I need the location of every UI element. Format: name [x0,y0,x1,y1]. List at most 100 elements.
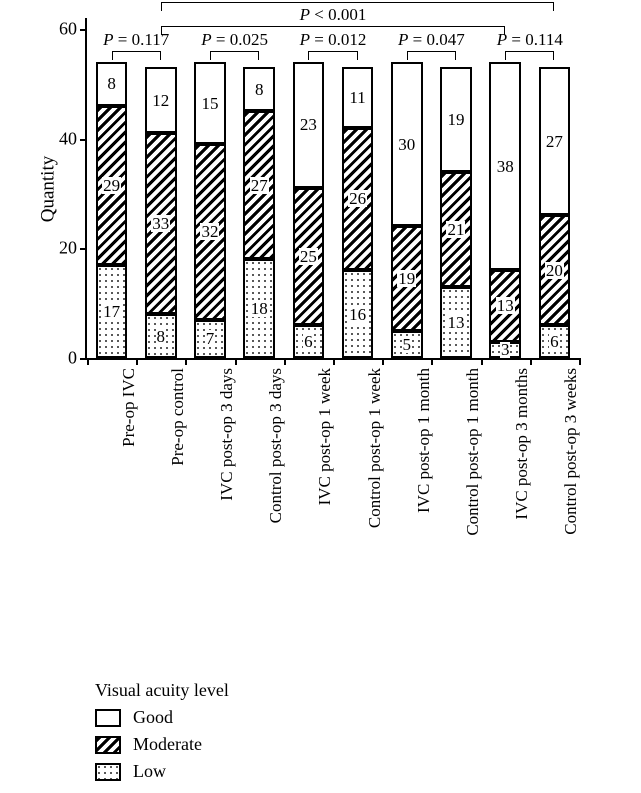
bar-segment-value: 25 [299,248,318,265]
x-category-label: Control post-op 3 weeks [561,358,581,535]
bar-segment-value: 23 [299,116,318,133]
bracket-drop [505,52,506,60]
ytick-label: 20 [59,238,87,259]
bracket-drop [161,3,162,11]
bracket-drop [504,27,505,35]
bar: 18 27 8 [243,67,274,358]
x-category-label: IVC post-op 3 months [512,358,532,520]
bar: 13 21 19 [440,67,471,358]
bar-segment-value: 17 [102,303,121,320]
bar-segment-value: 19 [446,111,465,128]
bar-segment-value: 26 [348,190,367,207]
bar-segment-low: 6 [539,325,570,358]
bar-segment-low: 8 [145,314,176,358]
x-category-label: Pre-op IVC [119,358,139,447]
bracket-drop [160,52,161,60]
bracket-drop [308,52,309,60]
bar-segment-moderate: 13 [489,270,520,341]
p-value-label: P = 0.114 [497,30,563,52]
bar-segment-value: 27 [545,133,564,150]
x-category-label: Control post-op 1 month [463,358,483,536]
bar-segment-value: 29 [102,177,121,194]
p-value-label: P = 0.047 [398,30,465,52]
bar-segment-value: 32 [200,223,219,240]
x-category-label: IVC post-op 3 days [217,358,237,501]
bracket-drop [161,27,162,35]
bar-segment-value: 16 [348,306,367,323]
p-value-label: P = 0.117 [103,30,169,52]
bar: 6 25 23 [293,62,324,358]
bar-segment-value: 8 [156,328,167,345]
bar-segment-value: 15 [200,95,219,112]
x-category-label: IVC post-op 1 week [315,358,335,505]
bar: 51930 [391,62,422,358]
bar-segment-value: 19 [397,270,416,287]
bar-segment-good: 38 [489,62,520,270]
bar-segment-low: 7 [194,320,225,358]
bar-segment-moderate: 33 [145,133,176,314]
bar: 16 26 11 [342,67,373,358]
legend-title: Visual acuity level [95,680,229,701]
bar-segment-value: 38 [496,158,515,175]
bar-segment-good: 11 [342,67,373,127]
bar-segment-good: 19 [440,67,471,171]
legend: Visual acuity level Good Moderate Low [95,680,229,788]
legend-item: Moderate [95,734,229,755]
p-value-bracket: P = 0.114 [505,51,554,52]
bar-segment-moderate: 20 [539,215,570,325]
bar-segment-good: 8 [96,62,127,106]
p-value-bracket: P < 0.001 [161,26,505,27]
bar-segment-moderate: 32 [194,144,225,319]
legend-swatch [95,736,121,754]
legend-label: Low [133,761,166,782]
bar-segment-low: 18 [243,259,274,358]
xtick-mark [87,358,89,365]
bracket-drop [210,52,211,60]
bar-segment-value: 7 [205,330,216,347]
bar-segment-value: 33 [151,215,170,232]
ytick-label: 0 [68,348,87,369]
bar-segment-value: 18 [250,300,269,317]
bar-segment-moderate: 29 [96,106,127,265]
bar-segment-value: 11 [348,89,366,106]
p-value-bracket: P = 0.010 [161,2,555,3]
bar-segment-low: 13 [440,287,471,358]
bar: 3 13 38 [489,62,520,358]
bar-segment-good: 15 [194,62,225,144]
y-axis-label: Quantity [37,156,59,223]
bar-segment-value: 8 [254,81,265,98]
bar-segment-low: 17 [96,265,127,358]
bar-segment-moderate: 27 [243,111,274,259]
bar-segment-value: 30 [397,136,416,153]
bar-segment-value: 13 [496,297,515,314]
bar: 8 33 12 [145,67,176,358]
p-value-bracket: P = 0.012 [308,51,357,52]
bar-segment-good: 27 [539,67,570,215]
bar-segment-good: 8 [243,67,274,111]
bar: 6 20 27 [539,67,570,358]
bar-segment-low: 6 [293,325,324,358]
legend-items: Good Moderate Low [95,707,229,782]
bar-segment-good: 30 [391,62,422,227]
bar-segment-good: 12 [145,67,176,133]
legend-label: Moderate [133,734,202,755]
bracket-drop [455,52,456,60]
legend-swatch [95,763,121,781]
ytick-label: 40 [59,128,87,149]
bar: 17 29 8 [96,62,127,358]
bar-segment-value: 6 [303,333,314,350]
bar: 7 32 15 [194,62,225,358]
bracket-drop [258,52,259,60]
bar-segment-value: 27 [250,177,269,194]
legend-label: Good [133,707,173,728]
bar-segment-value: 21 [446,221,465,238]
bar-segment-value: 6 [549,333,560,350]
bracket-drop [357,52,358,60]
bracket-drop [112,52,113,60]
bar-segment-value: 13 [446,314,465,331]
bar-segment-moderate: 26 [342,128,373,271]
bar-segment-value: 3 [500,341,511,358]
chart-stage: 0204060Pre-op IVCPre-op controlIVC post-… [0,0,641,793]
p-value-bracket: P = 0.117 [112,51,161,52]
bar-segment-value: 8 [106,75,117,92]
